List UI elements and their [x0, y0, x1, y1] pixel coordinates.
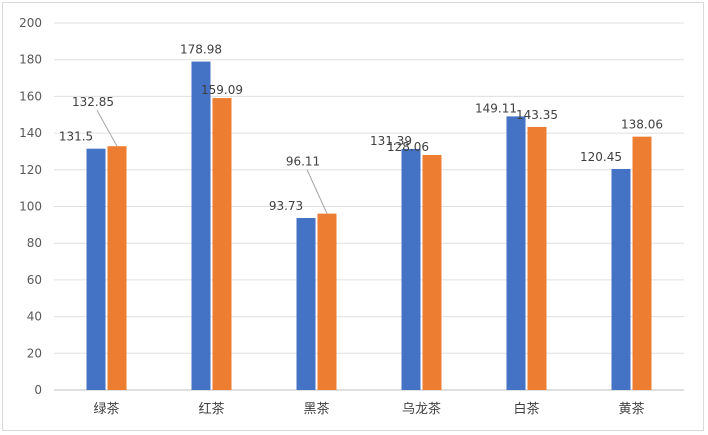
data-label: 149.11 — [475, 101, 517, 115]
data-label: 159.09 — [201, 83, 243, 97]
y-tick-label: 100 — [19, 200, 42, 214]
bar-series-2 — [317, 213, 337, 390]
y-tick-label: 0 — [34, 383, 42, 397]
bar-series-1 — [611, 168, 631, 390]
bar-series-2 — [632, 136, 652, 390]
data-labels: 131.5132.85178.98159.0993.7396.11131.391… — [59, 43, 663, 213]
x-category-label: 黄茶 — [618, 401, 644, 417]
data-label: 138.06 — [621, 118, 663, 132]
data-label: 93.73 — [269, 199, 303, 213]
y-tick-label: 80 — [27, 236, 42, 250]
data-label: 128.06 — [387, 140, 429, 154]
x-axis-category-labels: 绿茶 红茶 黑茶 乌龙茶 白茶 黄茶 — [93, 401, 644, 417]
data-label: 131.39 — [370, 134, 412, 148]
y-axis-tick-labels: 0 20 40 60 80 100 120 140 160 180 200 — [19, 16, 42, 397]
bar-series-2 — [527, 126, 547, 390]
data-label: 132.85 — [72, 95, 114, 109]
y-tick-label: 160 — [19, 89, 42, 103]
bar-series-1 — [191, 61, 211, 390]
gridlines — [54, 22, 684, 391]
leader-line — [96, 109, 118, 147]
y-tick-label: 40 — [27, 310, 42, 324]
bar-series-1 — [401, 148, 421, 390]
y-tick-label: 20 — [27, 346, 42, 360]
data-label: 143.35 — [516, 108, 558, 122]
x-category-label: 白茶 — [513, 401, 539, 417]
x-category-label: 黑茶 — [303, 401, 329, 417]
bar-series-2 — [422, 155, 442, 390]
y-tick-label: 120 — [19, 163, 42, 177]
x-category-label: 绿茶 — [93, 401, 119, 417]
bars — [86, 61, 652, 390]
bar-series-1 — [296, 218, 316, 390]
bar-series-2 — [212, 98, 232, 390]
y-tick-label: 140 — [19, 126, 42, 140]
bar-series-1 — [86, 148, 106, 390]
y-tick-label: 180 — [19, 53, 42, 67]
leader-line — [306, 169, 328, 214]
data-label: 178.98 — [180, 43, 222, 57]
y-tick-label: 60 — [27, 273, 42, 287]
x-category-label: 乌龙茶 — [402, 401, 441, 417]
leader-lines — [96, 109, 328, 214]
data-label: 120.45 — [580, 150, 622, 164]
x-category-label: 红茶 — [198, 401, 224, 417]
y-tick-label: 200 — [19, 16, 42, 30]
bar-series-2 — [107, 146, 127, 390]
bar-series-1 — [506, 116, 526, 390]
data-label: 96.11 — [286, 155, 320, 169]
data-label: 131.5 — [59, 130, 93, 144]
